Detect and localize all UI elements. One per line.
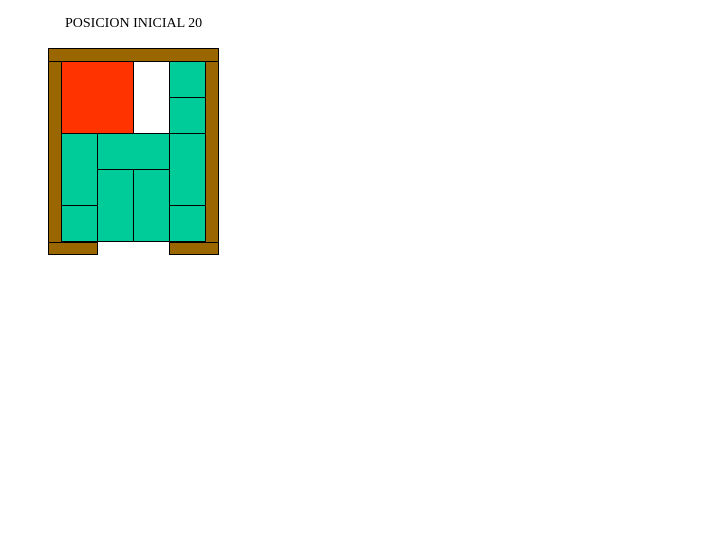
small-block[interactable] bbox=[169, 97, 206, 134]
small-block[interactable] bbox=[169, 61, 206, 98]
main-block[interactable] bbox=[61, 61, 134, 134]
frame-bottom-right bbox=[169, 242, 219, 255]
frame-right bbox=[205, 61, 219, 243]
vertical-block[interactable] bbox=[61, 133, 98, 206]
frame-bottom-left bbox=[48, 242, 98, 255]
frame-top bbox=[48, 48, 219, 62]
vertical-block[interactable] bbox=[169, 133, 206, 206]
title: POSICION INICIAL 20 bbox=[65, 16, 203, 31]
small-block[interactable] bbox=[169, 205, 206, 242]
vertical-block[interactable] bbox=[133, 169, 170, 242]
small-block[interactable] bbox=[61, 205, 98, 242]
horizontal-block[interactable] bbox=[97, 133, 170, 170]
vertical-block[interactable] bbox=[97, 169, 134, 242]
frame-left bbox=[48, 61, 62, 243]
